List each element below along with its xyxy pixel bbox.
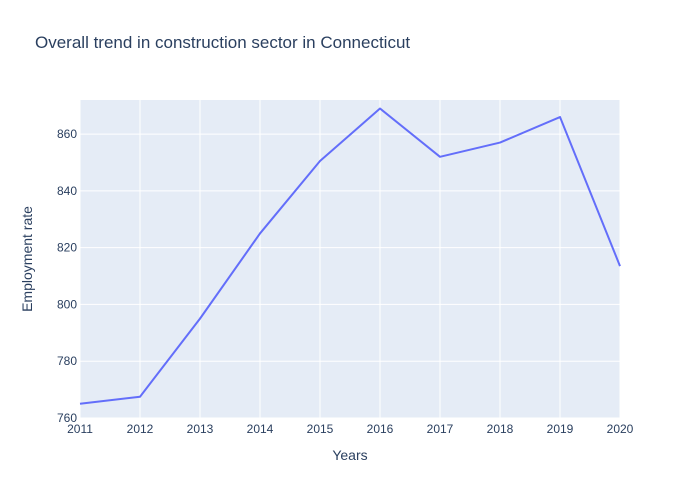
x-tick-label: 2016 xyxy=(367,422,394,436)
x-tick-label: 2020 xyxy=(607,422,634,436)
y-axis-title: Employment rate xyxy=(19,206,35,312)
plot-background xyxy=(80,100,620,418)
grid-lines xyxy=(79,100,621,419)
x-tick-label: 2012 xyxy=(127,422,154,436)
x-tick-label: 2015 xyxy=(307,422,334,436)
x-tick-label: 2017 xyxy=(427,422,454,436)
y-tick-label: 840 xyxy=(57,184,77,198)
x-tick-label: 2019 xyxy=(547,422,574,436)
y-tick-label: 800 xyxy=(57,297,77,311)
y-tick-label: 860 xyxy=(57,127,77,141)
y-tick-label: 760 xyxy=(57,411,77,425)
y-tick-label: 780 xyxy=(57,354,77,368)
series-line xyxy=(79,107,621,405)
x-tick-label: 2013 xyxy=(187,422,214,436)
y-tick-label: 820 xyxy=(57,241,77,255)
x-axis-title: Years xyxy=(332,447,367,463)
x-tick-label: 2014 xyxy=(247,422,274,436)
x-tick-label: 2011 xyxy=(67,422,93,436)
chart-title: Overall trend in construction sector in … xyxy=(35,33,411,52)
x-tick-label: 2018 xyxy=(487,422,514,436)
series-layer xyxy=(79,107,621,405)
tick-labels: 2011 2012 2013 2014 2015 2016 2017 2018 2019 2020… xyxy=(57,127,634,436)
